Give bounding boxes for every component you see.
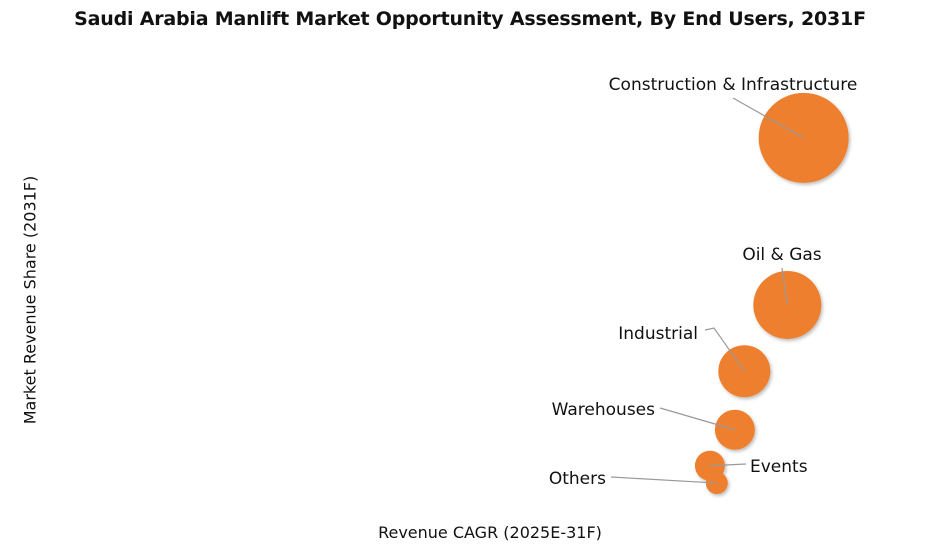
leader-line: [781, 267, 788, 306]
leader-line: [709, 463, 747, 467]
leader-line: [610, 476, 717, 484]
data-label: Industrial: [618, 324, 698, 344]
data-label: Others: [549, 469, 606, 489]
data-label: Oil & Gas: [742, 245, 821, 265]
x-axis-label: Revenue CAGR (2025E-31F): [378, 523, 602, 542]
data-label: Events: [750, 457, 808, 477]
leader-line: [659, 407, 736, 431]
leader-line: [704, 327, 745, 372]
data-label: Warehouses: [552, 400, 655, 420]
leader-line: [732, 97, 804, 139]
data-label: Construction & Infrastructure: [609, 75, 858, 95]
chart-title: Saudi Arabia Manlift Market Opportunity …: [74, 8, 866, 30]
